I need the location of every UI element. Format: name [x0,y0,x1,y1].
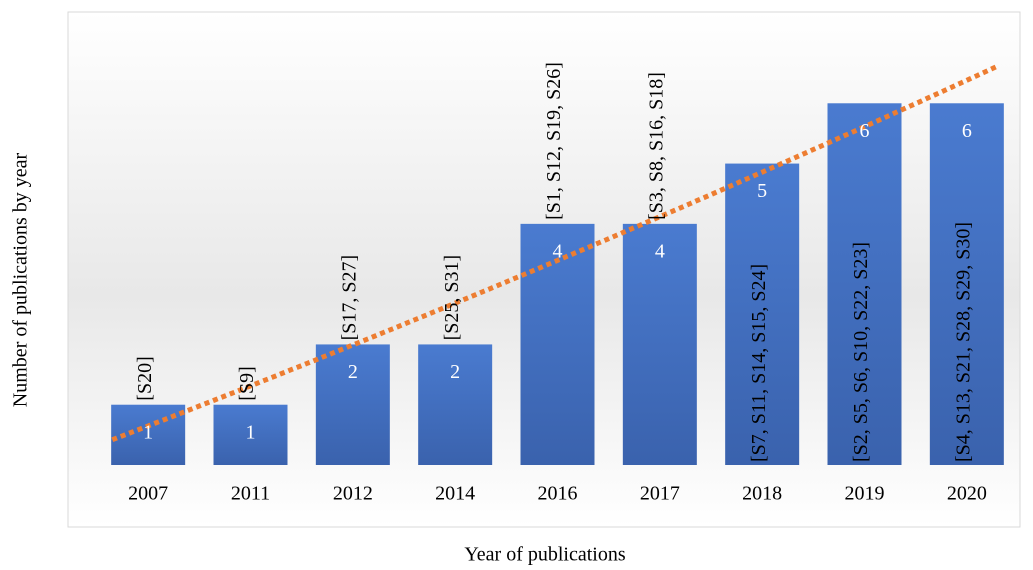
value-label: 6 [860,120,870,142]
value-label: 2 [450,361,460,383]
x-tick-label: 2012 [333,483,373,505]
x-tick-label: 2017 [640,483,680,505]
x-tick-label: 2016 [538,483,578,505]
bar [827,103,902,466]
bar [418,344,493,465]
bar [315,344,390,465]
value-label: 1 [246,421,256,443]
bar [929,103,1004,466]
annotation: [S2, S5, S6, S10, S22, S23] [850,242,872,462]
annotation: [S3, S8, S16, S18] [645,72,667,220]
y-axis-label: Number of publications by year [10,152,32,407]
annotation: [S20] [134,356,156,400]
bar [725,163,800,466]
annotation: [S7, S11, S14, S15, S24] [748,264,770,462]
annotation: [S1, S12, S19, S26] [543,62,565,220]
x-tick-label: 2020 [947,483,987,505]
value-label: 2 [348,361,358,383]
x-tick-label: 2019 [845,483,885,505]
annotation: [S25, S31] [441,255,463,341]
value-label: 1 [143,421,153,443]
value-label: 4 [655,240,665,262]
trendline [111,63,999,443]
x-tick-label: 2014 [435,483,475,505]
annotation: [S9] [236,366,258,400]
annotation: [S4, S13, S21, S28, S29, S30] [952,222,974,462]
value-label: 4 [553,240,563,262]
bar [520,223,595,465]
annotation: [S17, S27] [338,255,360,341]
bar [622,223,697,465]
bar [213,404,288,465]
x-tick-label: 2018 [742,483,782,505]
x-tick-label: 2011 [231,483,270,505]
value-label: 6 [962,120,972,142]
x-tick-label: 2007 [128,483,168,505]
value-label: 5 [757,180,767,202]
x-axis-label: Year of publications [464,544,625,566]
